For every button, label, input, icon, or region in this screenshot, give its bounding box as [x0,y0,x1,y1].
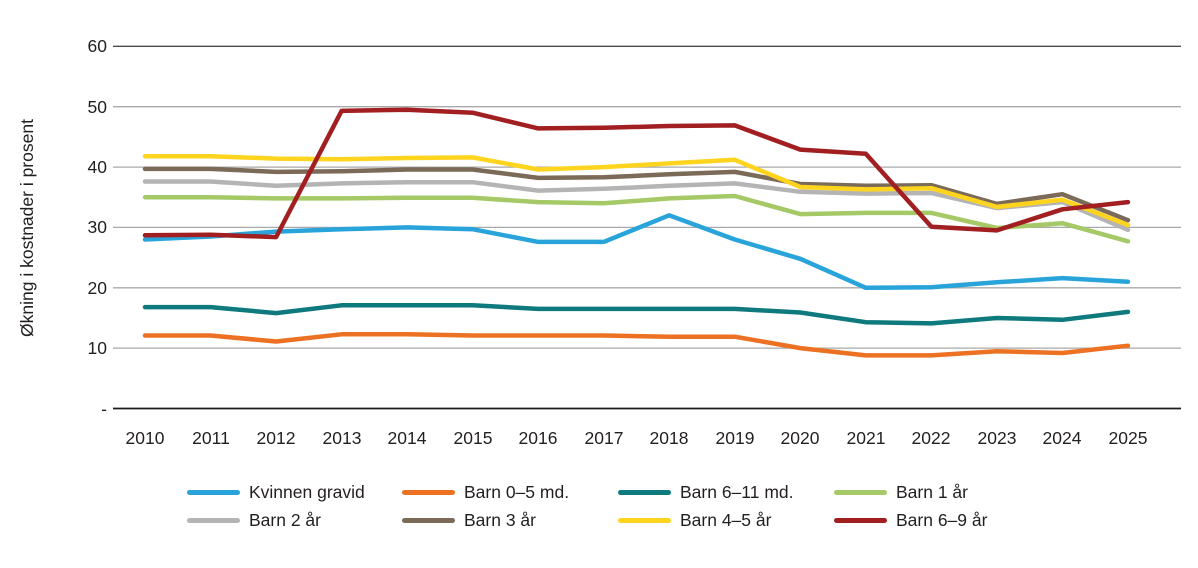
x-tick-label-2018: 2018 [649,428,689,448]
x-tick-label-2021: 2021 [846,428,886,448]
legend-item-barn-0-5-md: Barn 0–5 md. [402,479,569,505]
series-line-barn-3-r [142,166,1131,223]
legend-swatch-barn-0-5-md [402,489,455,495]
legend-swatch-barn-6-9-r [834,517,887,523]
series-line-kvinnen-gravid [142,213,1131,291]
y-tick-label-40: 40 [87,157,107,177]
series-line-barn-2-r [142,179,1131,233]
legend-item-barn-4-5-r: Barn 4–5 år [618,507,771,533]
y-tick-label-30: 30 [87,217,107,237]
series-line-barn-4-5-r [142,153,1131,228]
legend-label: Barn 1 år [896,481,968,502]
x-tick-label-2014: 2014 [387,428,427,448]
y-axis-title: Økning i kostnader i prosent [17,119,37,337]
legend-swatch-barn-2-r [187,517,240,523]
y-tick-label-20: 20 [87,278,107,298]
x-tick-label-2016: 2016 [518,428,558,448]
x-tick-label-2012: 2012 [256,428,296,448]
x-tick-label-2020: 2020 [780,428,820,448]
x-tick-label-2011: 2011 [192,428,230,448]
series-line-barn-0-5-md [142,332,1131,358]
legend-label: Barn 6–9 år [896,509,988,530]
y-tick-label-10: 10 [87,338,107,358]
legend-item-barn-6-11-md: Barn 6–11 md. [618,479,794,505]
series-line-barn-1-r [142,193,1131,244]
series-line-barn-6-11-md [142,303,1131,326]
legend-label: Barn 0–5 md. [464,481,570,502]
x-tick-label-2024: 2024 [1042,428,1082,448]
x-tick-label-2010: 2010 [125,428,165,448]
x-tick-label-2023: 2023 [977,428,1017,448]
legend-swatch-barn-3-r [402,517,455,523]
x-tick-label-2017: 2017 [584,428,624,448]
y-tick-label-: - [101,399,107,419]
legend-label: Kvinnen gravid [249,481,365,502]
legend-label: Barn 4–5 år [680,509,772,530]
legend-item-barn-2-r: Barn 2 år [187,507,321,533]
x-tick-label-2019: 2019 [715,428,755,448]
legend-item-kvinnen-gravid: Kvinnen gravid [187,479,365,505]
x-tick-label-2022: 2022 [911,428,951,448]
legend-item-barn-3-r: Barn 3 år [402,507,536,533]
legend-label: Barn 2 år [249,509,321,530]
x-tick-label-2025: 2025 [1108,428,1148,448]
legend-swatch-barn-4-5-r [618,517,671,523]
legend-item-barn-6-9-r: Barn 6–9 år [834,507,987,533]
x-tick-label-2015: 2015 [453,428,493,448]
series-line-barn-6-9-r [142,107,1131,240]
legend-swatch-kvinnen-gravid [187,489,240,495]
legend-item-barn-1-r: Barn 1 år [834,479,968,505]
y-tick-label-60: 60 [87,36,107,56]
legend-label: Barn 6–11 md. [680,481,794,502]
legend-swatch-barn-6-11-md [618,489,671,495]
y-tick-label-50: 50 [87,97,107,117]
x-tick-label-2013: 2013 [322,428,362,448]
legend-swatch-barn-1-r [834,489,887,495]
legend-label: Barn 3 år [464,509,536,530]
